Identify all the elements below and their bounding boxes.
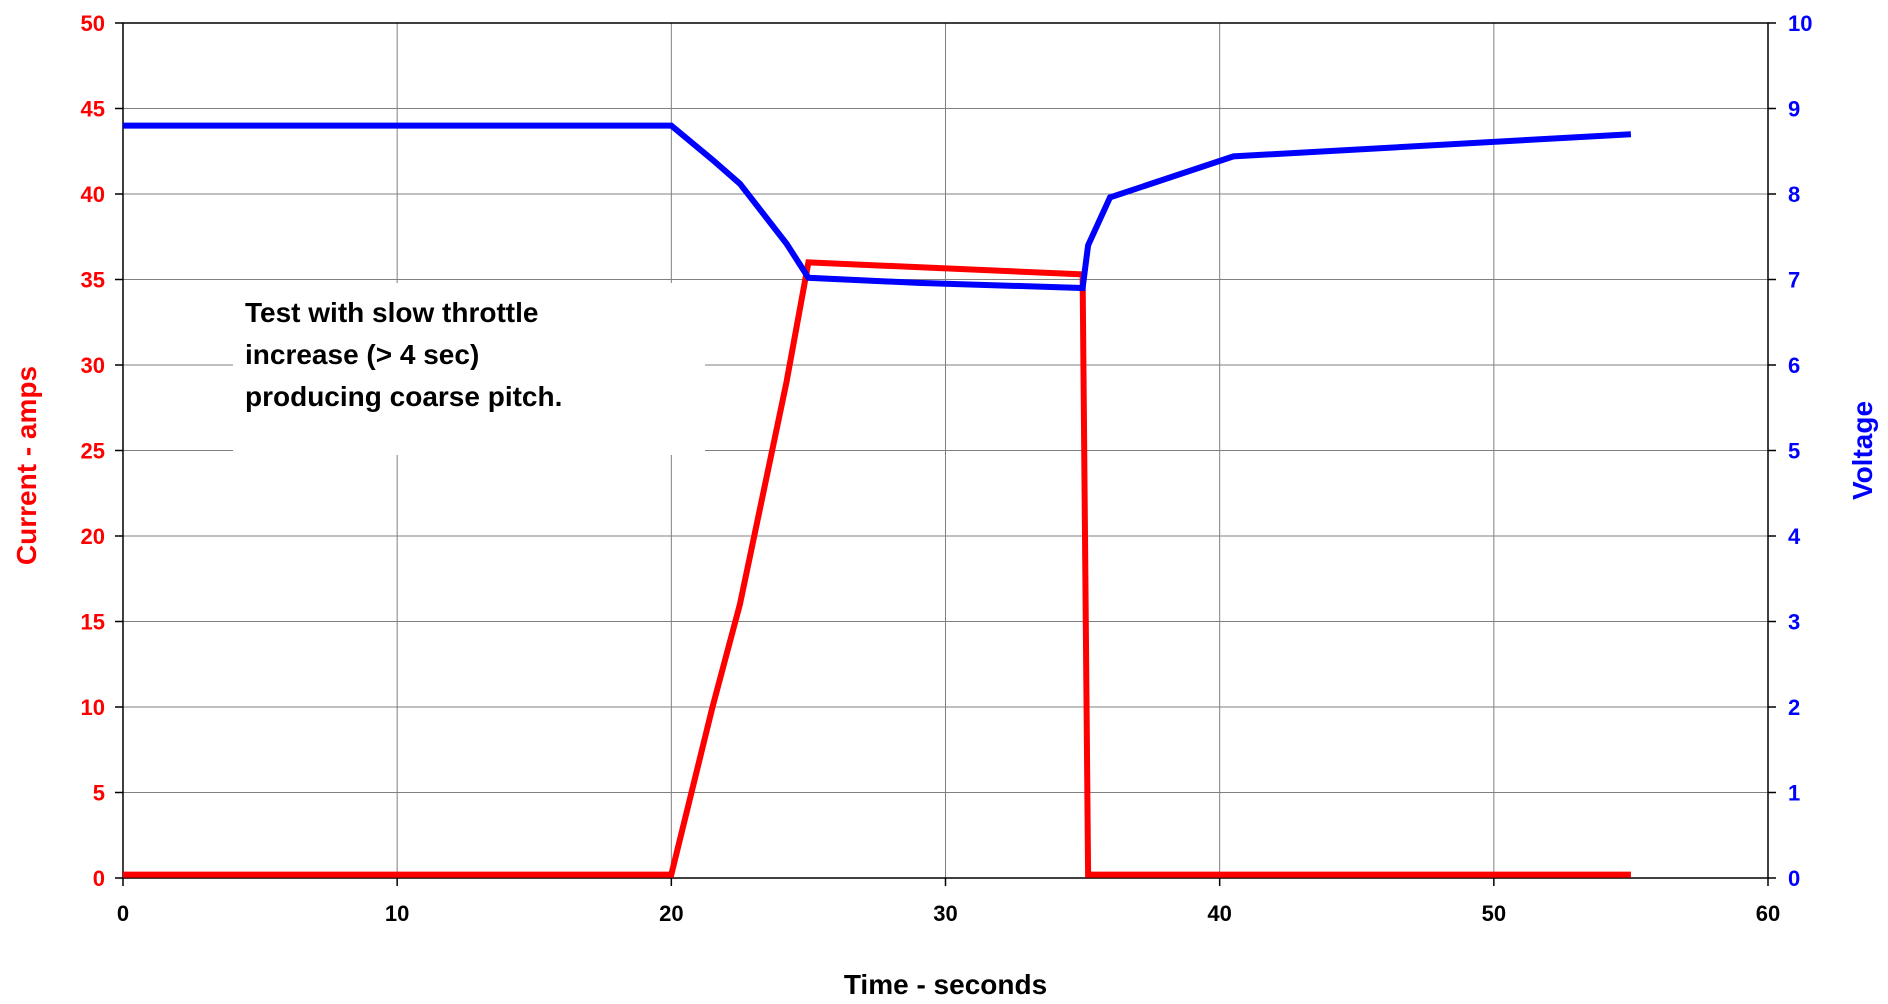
x-axis-ticks: 0 10 20 30 40 50 60 [117,878,1780,926]
left-y-tick-label: 25 [81,439,105,464]
left-y-axis-ticks: 0 5 10 15 20 25 30 35 40 45 50 [81,11,123,891]
left-y-tick-label: 40 [81,182,105,207]
right-y-tick-label: 5 [1788,439,1800,464]
current-series-line [123,259,1631,878]
left-y-tick-label: 20 [81,524,105,549]
x-tick-label: 40 [1207,901,1231,926]
x-tick-label: 10 [385,901,409,926]
x-tick-label: 20 [659,901,683,926]
left-y-tick-label: 50 [81,11,105,36]
right-y-tick-label: 9 [1788,97,1800,122]
right-y-axis-ticks: 0 1 2 3 4 5 6 7 8 9 10 [1768,11,1812,891]
annotation-text-line: increase (> 4 sec) [245,339,479,370]
voltage-series-line [123,122,1632,292]
left-y-tick-label: 30 [81,353,105,378]
right-y-tick-label: 3 [1788,610,1800,635]
left-y-tick-label: 35 [81,268,105,293]
left-y-tick-label: 45 [81,97,105,122]
right-y-tick-label: 2 [1788,695,1800,720]
right-y-tick-label: 6 [1788,353,1800,378]
x-tick-label: 30 [933,901,957,926]
left-y-tick-label: 15 [81,610,105,635]
right-y-axis-title: Voltage [1847,401,1878,500]
right-y-tick-label: 8 [1788,182,1800,207]
right-y-tick-label: 7 [1788,268,1800,293]
right-y-tick-label: 1 [1788,781,1800,806]
x-axis-title: Time - seconds [844,969,1047,1000]
left-y-tick-label: 10 [81,695,105,720]
right-y-tick-label: 4 [1788,524,1801,549]
annotation-background [233,283,705,455]
annotation-box: Test with slow throttle increase (> 4 sec… [233,283,705,455]
right-y-tick-label: 0 [1788,866,1800,891]
left-y-tick-label: 0 [93,866,105,891]
annotation-text-line: producing coarse pitch. [245,381,562,412]
left-y-axis-title: Current - amps [11,366,42,565]
data-series [123,122,1632,878]
x-tick-label: 0 [117,901,129,926]
left-y-tick-label: 5 [93,781,105,806]
x-tick-label: 50 [1482,901,1506,926]
annotation-text-line: Test with slow throttle [245,297,538,328]
right-y-tick-label: 10 [1788,11,1812,36]
x-tick-label: 60 [1756,901,1780,926]
